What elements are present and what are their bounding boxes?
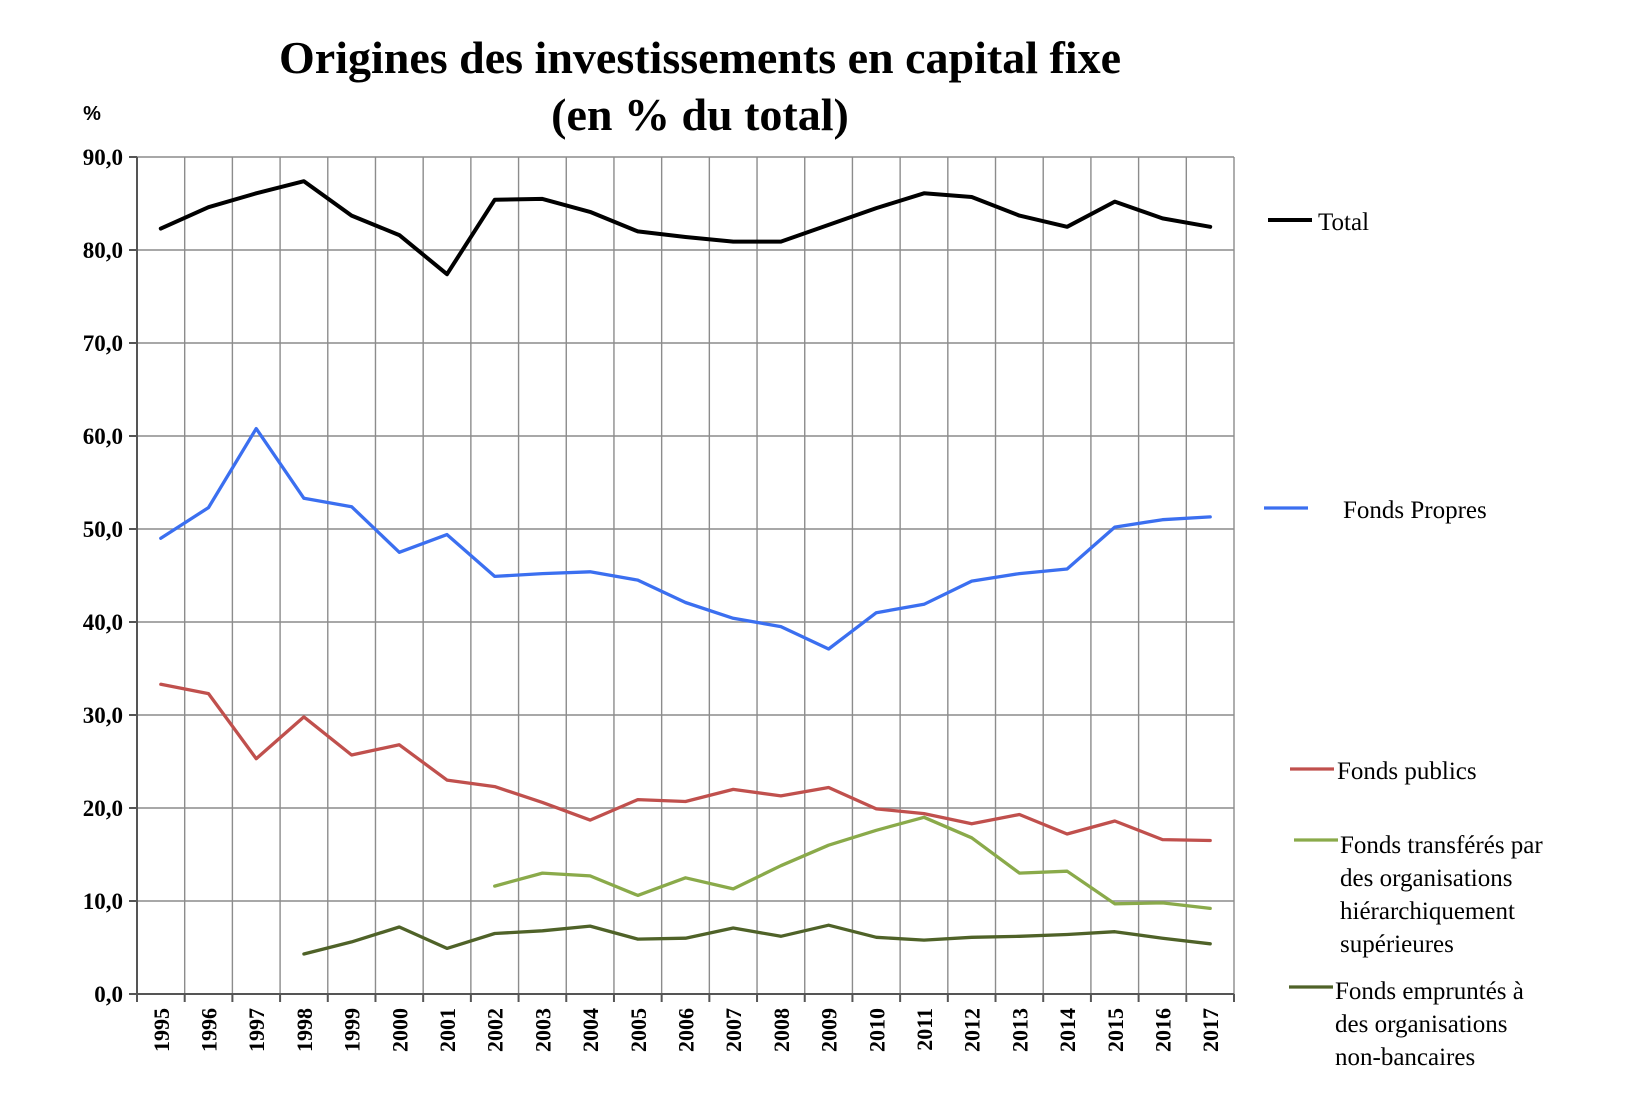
x-tick-label: 2016 xyxy=(1150,1008,1175,1052)
series-line xyxy=(159,426,1212,651)
chart-subtitle: (en % du total) xyxy=(551,89,849,140)
y-tick-label: 50,0 xyxy=(83,517,123,542)
y-tick-label: 70,0 xyxy=(83,331,123,356)
y-tick-label: 40,0 xyxy=(83,610,123,635)
x-tick-label: 1996 xyxy=(197,1008,222,1052)
y-tick-label: 30,0 xyxy=(83,703,123,728)
x-tick-label: 2008 xyxy=(769,1008,794,1052)
y-tick-label: 90,0 xyxy=(83,145,123,170)
x-tick-label: 2011 xyxy=(912,1008,937,1051)
x-tick-label: 2012 xyxy=(960,1008,985,1052)
series-lines xyxy=(158,179,1213,956)
y-tick-label: 80,0 xyxy=(83,238,123,263)
y-tick-label: 20,0 xyxy=(83,796,123,821)
legend-label: Fonds empruntés à des organisations non-ba… xyxy=(1335,978,1524,1071)
series-line xyxy=(158,179,1213,277)
y-tick-label: 0,0 xyxy=(94,982,123,1007)
legend-label: Fonds Propres xyxy=(1343,497,1487,524)
x-tick-label: 2009 xyxy=(817,1008,842,1052)
x-tick-label: 2001 xyxy=(435,1008,460,1052)
x-tick-label: 2015 xyxy=(1103,1008,1128,1052)
legend-label: Fonds publics xyxy=(1337,758,1477,785)
x-tick-label: 2005 xyxy=(626,1008,651,1052)
series-line xyxy=(493,815,1212,911)
x-tick-label: 2000 xyxy=(387,1008,412,1052)
x-tick-label: 1999 xyxy=(340,1008,365,1052)
legend: Total Fonds Propres Fonds publics Fonds tra… xyxy=(1264,209,1543,1071)
x-tick-label: 1997 xyxy=(244,1008,269,1052)
x-tick-label: 1998 xyxy=(292,1008,317,1052)
x-tick-label: 2014 xyxy=(1055,1008,1080,1052)
x-tick-label: 2010 xyxy=(864,1008,889,1052)
x-tick-label: 2003 xyxy=(530,1008,555,1052)
x-tick-label: 2007 xyxy=(721,1008,746,1052)
x-tick-label: 1995 xyxy=(149,1008,174,1052)
x-axis-ticks: 1995 1996 1997 1998 1999 2000 2001 2002 2003 2004… xyxy=(149,1008,1223,1052)
x-tick-label: 2013 xyxy=(1007,1008,1032,1052)
x-tick-label: 2006 xyxy=(674,1008,699,1052)
legend-label: Fonds transférés par des organisations hié… xyxy=(1340,832,1543,958)
y-tick-label: 10,0 xyxy=(83,889,123,914)
y-axis-ticks: 0,0 10,0 20,0 30,0 40,0 50,0 60,0 70,0 80,0 90,0 xyxy=(83,145,123,1007)
y-tick-label: 60,0 xyxy=(83,424,123,449)
chart-title: Origines des investissements en capital … xyxy=(279,32,1121,83)
series-line xyxy=(302,923,1212,956)
x-tick-label: 2004 xyxy=(578,1008,603,1052)
x-tick-label: 2002 xyxy=(483,1008,508,1052)
series-line xyxy=(159,682,1212,843)
x-tick-label: 2017 xyxy=(1198,1008,1223,1052)
gridlines xyxy=(137,156,1235,995)
axes xyxy=(129,156,1235,1002)
legend-label: Total xyxy=(1318,209,1369,236)
y-axis-unit-label: % xyxy=(83,103,101,125)
